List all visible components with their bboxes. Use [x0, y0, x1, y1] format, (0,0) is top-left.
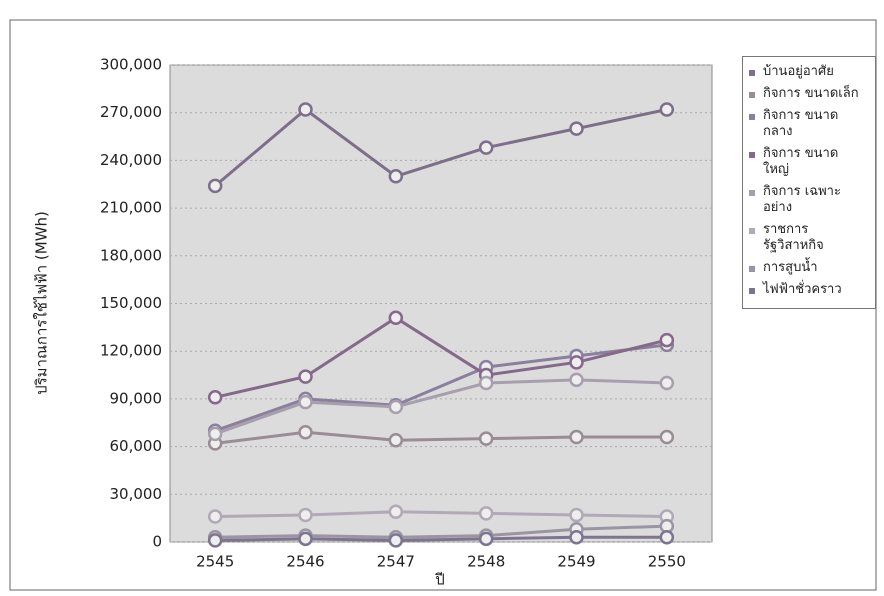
data-point	[300, 396, 312, 408]
x-tick-label: 2548	[467, 553, 505, 571]
x-tick-label: 2547	[377, 553, 415, 571]
data-point	[661, 531, 673, 543]
legend-item: กิจการ เฉพาะอย่าง	[747, 184, 871, 216]
data-point	[390, 401, 402, 413]
legend-label: กิจการ เฉพาะอย่าง	[763, 184, 863, 216]
data-point	[661, 104, 673, 116]
x-axis-label: ปี	[434, 571, 444, 589]
data-point	[390, 506, 402, 518]
data-point	[209, 180, 221, 192]
legend-item: การสูบน้ำ	[747, 260, 871, 276]
legend-swatch	[749, 228, 755, 234]
data-point	[480, 142, 492, 154]
legend-item: กิจการ ขนาดกลาง	[747, 108, 871, 140]
data-point	[480, 433, 492, 445]
y-tick-label: 60,000	[110, 437, 163, 455]
page: ปริมาณการใช้ไฟฟ้า (MWh) ปี 0 30,000 60,000…	[0, 0, 884, 596]
legend: บ้านอยู่อาศัยกิจการ ขนาดเล็กกิจการ ขนาดก…	[742, 56, 876, 309]
data-point	[209, 428, 221, 440]
y-tick-label: 0	[152, 533, 162, 551]
data-point	[300, 371, 312, 383]
data-point	[209, 391, 221, 403]
legend-swatch	[749, 190, 755, 196]
legend-label: ไฟฟ้าชั่วคราว	[763, 282, 863, 298]
legend-item: บ้านอยู่อาศัย	[747, 64, 871, 80]
x-tick-label: 2545	[196, 553, 234, 571]
y-tick-label: 270,000	[100, 103, 162, 121]
y-tick-label: 300,000	[100, 56, 162, 74]
legend-item: กิจการ ขนาดใหญ่	[747, 146, 871, 178]
y-tick-label: 240,000	[100, 151, 162, 169]
data-point	[571, 509, 583, 521]
data-point	[571, 356, 583, 368]
data-point	[661, 334, 673, 346]
x-tick-label: 2546	[286, 553, 324, 571]
y-tick-label: 150,000	[100, 294, 162, 312]
data-point	[300, 104, 312, 116]
y-tick-label: 90,000	[110, 389, 163, 407]
data-point	[571, 374, 583, 386]
data-point	[390, 534, 402, 546]
legend-swatch	[749, 152, 755, 158]
legend-label: กิจการ ขนาดกลาง	[763, 108, 863, 140]
data-point	[480, 507, 492, 519]
legend-label: กิจการ ขนาดใหญ่	[763, 146, 863, 178]
legend-swatch	[749, 266, 755, 272]
y-tick-label: 30,000	[110, 485, 163, 503]
legend-label: การสูบน้ำ	[763, 260, 863, 276]
data-point	[480, 533, 492, 545]
legend-swatch	[749, 70, 755, 76]
legend-label: บ้านอยู่อาศัย	[763, 64, 863, 80]
y-tick-label: 210,000	[100, 199, 162, 217]
legend-swatch	[749, 288, 755, 294]
legend-label: กิจการ ขนาดเล็ก	[763, 86, 863, 102]
data-point	[661, 377, 673, 389]
data-point	[209, 534, 221, 546]
data-point	[300, 426, 312, 438]
data-point	[661, 431, 673, 443]
legend-label: ราชการ รัฐวิสาหกิจ	[763, 222, 863, 254]
data-point	[390, 170, 402, 182]
data-point	[571, 431, 583, 443]
x-tick-label: 2549	[557, 553, 595, 571]
data-point	[209, 511, 221, 523]
data-point	[480, 377, 492, 389]
legend-swatch	[749, 92, 755, 98]
legend-item: กิจการ ขนาดเล็ก	[747, 86, 871, 102]
legend-item: ราชการ รัฐวิสาหกิจ	[747, 222, 871, 254]
data-point	[390, 312, 402, 324]
legend-item: ไฟฟ้าชั่วคราว	[747, 282, 871, 298]
data-point	[300, 509, 312, 521]
data-point	[390, 434, 402, 446]
data-point	[300, 533, 312, 545]
legend-swatch	[749, 114, 755, 120]
x-tick-label: 2550	[648, 553, 686, 571]
data-point	[571, 531, 583, 543]
y-tick-label: 120,000	[100, 342, 162, 360]
data-point	[571, 123, 583, 135]
y-tick-label: 180,000	[100, 246, 162, 264]
y-axis-label: ปริมาณการใช้ไฟฟ้า (MWh)	[33, 211, 51, 395]
